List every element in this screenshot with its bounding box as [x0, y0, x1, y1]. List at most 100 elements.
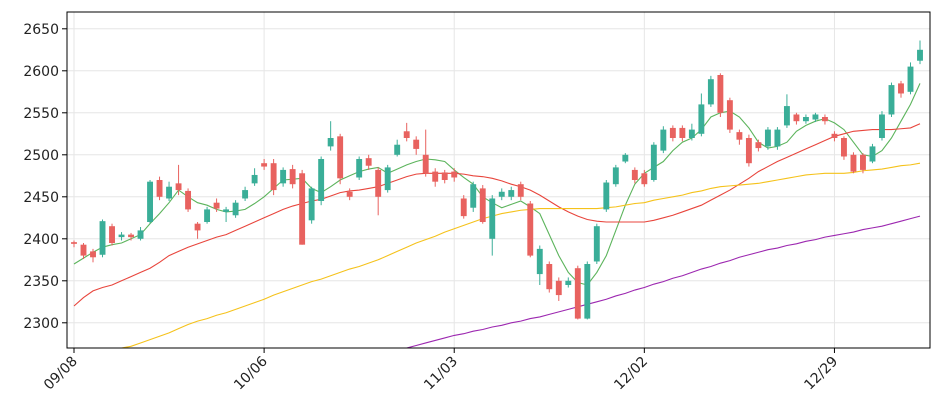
candle-body [679, 127, 686, 138]
candle-body [831, 133, 838, 138]
x-tick-label: 09/08 [41, 354, 81, 394]
candle-body [99, 221, 106, 255]
candle-body [755, 142, 762, 149]
candle-body [232, 202, 239, 216]
candle-body [213, 202, 220, 209]
candle-body [669, 127, 676, 138]
candle-body [860, 154, 866, 170]
y-tick-label: 2300 [23, 316, 59, 332]
x-tick-label: 12/29 [801, 354, 841, 394]
candle-body [593, 226, 600, 262]
candle-body [308, 188, 315, 221]
candle-body [185, 190, 192, 210]
candle-body [365, 158, 372, 166]
candle-body [802, 117, 809, 122]
candle-body [204, 209, 211, 222]
y-tick-label: 2500 [23, 148, 59, 164]
ma-line [406, 215, 921, 348]
candle-body [441, 172, 448, 180]
candle-body [527, 203, 534, 256]
candle-body [650, 144, 657, 180]
candle-body [470, 184, 477, 208]
candle-body [812, 114, 819, 120]
candle-body [137, 230, 144, 239]
candle-body [546, 264, 553, 290]
candle-body [850, 154, 857, 172]
candle-body [90, 251, 96, 258]
candle-body [118, 234, 125, 238]
candle-body [631, 169, 638, 180]
candle-body [413, 139, 420, 149]
candle-body [764, 129, 771, 147]
candles [71, 40, 923, 320]
candle-body [517, 184, 524, 197]
candle-body [166, 186, 173, 199]
candle-body [660, 129, 667, 151]
candle-body [745, 138, 752, 164]
candle-body [128, 234, 134, 238]
y-tick-label: 2650 [23, 22, 59, 38]
candle-body [736, 132, 743, 140]
x-tick-label: 12/02 [611, 354, 651, 394]
candle-body [898, 83, 904, 94]
candle-body [242, 190, 249, 199]
candle-body [460, 198, 467, 217]
y-tick-label: 2550 [23, 106, 59, 122]
x-tick-label: 11/03 [421, 354, 461, 394]
candle-body [261, 163, 268, 167]
candle-body [403, 131, 410, 138]
candle-body [869, 146, 876, 162]
candle-body [707, 79, 714, 105]
candle-body [270, 163, 277, 191]
candle-body [384, 167, 391, 191]
candle-body [622, 154, 629, 162]
ma-line [121, 162, 921, 348]
x-tick-label: 10/06 [231, 353, 271, 393]
candle-body [147, 181, 153, 222]
candle-body [432, 171, 439, 182]
candle-body [603, 182, 610, 210]
candle-body [793, 114, 800, 122]
candle-body [821, 117, 828, 122]
candle-body [318, 159, 325, 201]
y-tick-label: 2350 [23, 274, 59, 290]
candle-body [346, 191, 353, 197]
candle-body [641, 173, 648, 185]
candle-body [574, 268, 581, 319]
candle-body [80, 244, 87, 256]
candle-body [888, 85, 895, 115]
candle-body [698, 104, 705, 134]
candle-body [612, 167, 619, 185]
candle-body [71, 242, 77, 244]
candle-body [223, 209, 230, 212]
candle-body [156, 180, 163, 197]
plot-frame [66, 11, 931, 349]
candle-body [489, 198, 496, 239]
candle-body [327, 138, 334, 147]
candle-body [536, 248, 543, 275]
candle-body [289, 169, 296, 185]
candle-body [783, 106, 790, 126]
y-tick-label: 2400 [23, 232, 59, 248]
y-tick-label: 2450 [23, 190, 59, 206]
candle-body [565, 280, 572, 285]
candle-body [422, 154, 429, 174]
candle-body [109, 226, 115, 243]
candle-body [299, 173, 306, 245]
candle-body [194, 223, 201, 231]
candle-body [280, 169, 287, 184]
candle-body [175, 183, 182, 191]
candle-body [726, 100, 733, 130]
candle-body [717, 75, 724, 113]
candle-body [337, 136, 344, 179]
y-tick-label: 2600 [23, 64, 59, 80]
candle-body [688, 129, 695, 138]
candle-body [879, 114, 885, 138]
candle-body [451, 171, 458, 178]
candle-body [774, 129, 781, 147]
candle-body [555, 280, 562, 296]
candle-body [584, 264, 591, 319]
ma-line [73, 83, 921, 286]
candle-body [917, 49, 923, 61]
